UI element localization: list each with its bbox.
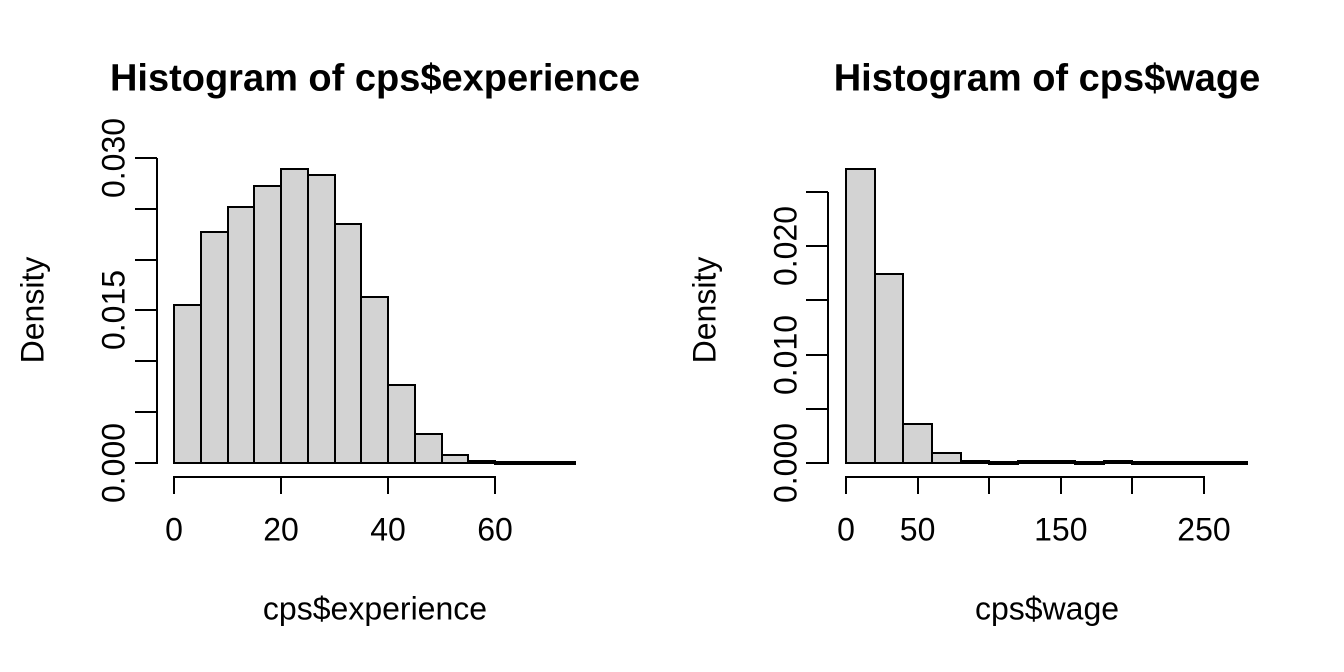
- y-tick: [135, 462, 157, 464]
- x-axis-line: [845, 476, 1205, 478]
- y-axis-line: [827, 192, 829, 464]
- x-tick: [387, 476, 389, 494]
- histogram-bar: [1074, 461, 1105, 465]
- histogram-bar: [494, 461, 523, 465]
- y-tick-label: 0.020: [767, 206, 804, 287]
- x-tick: [1131, 476, 1134, 494]
- histogram-bar: [467, 460, 496, 464]
- histogram-bar: [873, 273, 905, 464]
- x-tick: [494, 476, 496, 494]
- x-tick-label: 250: [1177, 511, 1231, 548]
- y-tick-label: 0.000: [767, 422, 804, 504]
- x-axis-label: cps$experience: [262, 590, 488, 627]
- histogram-bar: [520, 461, 550, 465]
- histogram-bar: [306, 174, 336, 464]
- chart-title: Histogram of cps$wage: [833, 57, 1261, 100]
- x-tick-label: 20: [263, 511, 299, 548]
- x-tick-label: 150: [1034, 511, 1088, 548]
- y-tick: [135, 360, 157, 363]
- x-tick-label: 60: [477, 511, 513, 548]
- histogram-bar: [413, 433, 443, 464]
- y-tick-label: 0.015: [95, 270, 132, 351]
- y-tick: [806, 353, 828, 356]
- x-tick-label: 50: [899, 511, 936, 548]
- histogram-bar: [173, 304, 202, 464]
- x-axis-line: [173, 476, 496, 478]
- y-tick: [135, 156, 157, 159]
- x-tick: [845, 476, 847, 494]
- x-tick: [988, 476, 991, 494]
- chart-title: Histogram of cps$experience: [109, 57, 641, 100]
- histogram-bar: [930, 452, 962, 464]
- x-tick-label: 40: [370, 511, 406, 548]
- histogram-bar: [988, 461, 1019, 465]
- histogram-bar: [199, 231, 229, 464]
- x-tick-label: 0: [165, 511, 183, 548]
- histogram-experience-panel: Histogram of cps$experience Density cps$…: [14, 57, 641, 627]
- histogram-bar: [1188, 461, 1220, 465]
- histogram-bar: [1160, 461, 1191, 465]
- histogram-bar: [226, 206, 256, 464]
- y-tick: [806, 462, 828, 464]
- histogram-bar: [440, 454, 470, 464]
- histogram-bar: [280, 168, 309, 464]
- x-tick: [916, 476, 919, 494]
- y-tick: [806, 299, 828, 302]
- histogram-bar: [1102, 460, 1134, 464]
- y-tick-label: 0.030: [95, 117, 132, 199]
- y-axis-line: [156, 157, 158, 464]
- y-tick: [806, 407, 828, 410]
- y-tick: [135, 258, 157, 261]
- histogram-bar: [1131, 461, 1163, 465]
- histogram-bar: [902, 423, 933, 464]
- x-tick-label: 0: [837, 511, 855, 548]
- y-tick-label: 0.000: [95, 422, 132, 504]
- histogram-bar: [1016, 460, 1048, 464]
- histogram-bar: [360, 296, 389, 464]
- x-tick: [1059, 476, 1062, 494]
- histogram-bar: [1045, 460, 1077, 464]
- histogram-bar: [1217, 461, 1248, 465]
- y-axis-label: Density: [14, 256, 51, 364]
- y-axis-label: Density: [686, 256, 723, 364]
- y-tick: [135, 207, 157, 210]
- histogram-bar: [387, 384, 416, 464]
- histogram-bar: [959, 460, 991, 464]
- histogram-bar: [253, 185, 282, 464]
- x-tick: [1203, 476, 1205, 494]
- x-tick: [280, 476, 282, 494]
- y-tick: [135, 309, 157, 312]
- x-tick: [173, 476, 175, 494]
- histogram-bar: [547, 461, 577, 465]
- histogram-wage-panel: Histogram of cps$wage Density cps$wage 0…: [672, 0, 1344, 672]
- histogram-bar: [845, 168, 876, 464]
- y-tick: [806, 245, 828, 248]
- x-axis-label: cps$wage: [974, 590, 1120, 627]
- histogram-bar: [333, 223, 363, 464]
- y-tick-label: 0.010: [767, 314, 804, 395]
- y-tick: [135, 411, 157, 414]
- y-tick: [806, 191, 828, 193]
